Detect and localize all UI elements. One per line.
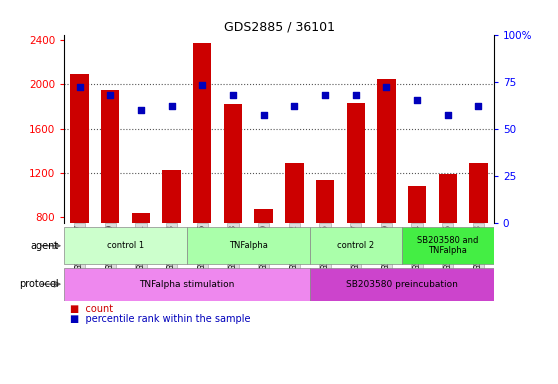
Text: ■  count: ■ count (70, 304, 113, 314)
Point (351, 92, 360, 98)
Bar (101, 90, 119, 306)
Point (290, 103, 299, 109)
Bar (132, 213, 150, 306)
Point (320, 92, 329, 98)
Bar (377, 79, 396, 306)
Bar (439, 174, 457, 306)
Point (136, 107, 145, 113)
Text: SB203580 and
TNFalpha: SB203580 and TNFalpha (417, 236, 478, 255)
Text: TNFalpha stimulation: TNFalpha stimulation (140, 280, 234, 289)
Bar (64, 227, 187, 264)
Point (75, 84, 84, 90)
Bar (402, 227, 494, 264)
Bar (224, 104, 242, 306)
Bar (193, 43, 211, 306)
Title: GDS2885 / 36101: GDS2885 / 36101 (224, 20, 334, 33)
Point (412, 98, 421, 104)
Point (382, 84, 391, 90)
Bar (70, 74, 89, 306)
Text: protocol: protocol (19, 279, 59, 289)
Bar (408, 186, 426, 306)
Point (105, 92, 115, 98)
Text: ■  percentile rank within the sample: ■ percentile rank within the sample (70, 314, 250, 324)
Text: control 2: control 2 (337, 241, 374, 250)
Bar (64, 268, 310, 301)
Point (474, 103, 483, 109)
Bar (162, 170, 181, 306)
Point (198, 82, 206, 88)
Bar (316, 180, 334, 306)
Bar (310, 227, 402, 264)
Text: TNFalpha: TNFalpha (229, 241, 268, 250)
Bar (187, 227, 310, 264)
Bar (310, 268, 494, 301)
Point (443, 113, 452, 119)
Bar (285, 163, 304, 306)
Bar (347, 103, 365, 306)
Bar (254, 209, 273, 306)
Point (167, 103, 176, 109)
Point (228, 92, 237, 98)
Text: SB203580 preincubation: SB203580 preincubation (346, 280, 458, 289)
Text: control 1: control 1 (107, 241, 144, 250)
Point (259, 113, 268, 119)
Text: agent: agent (30, 241, 59, 251)
Bar (469, 163, 488, 306)
